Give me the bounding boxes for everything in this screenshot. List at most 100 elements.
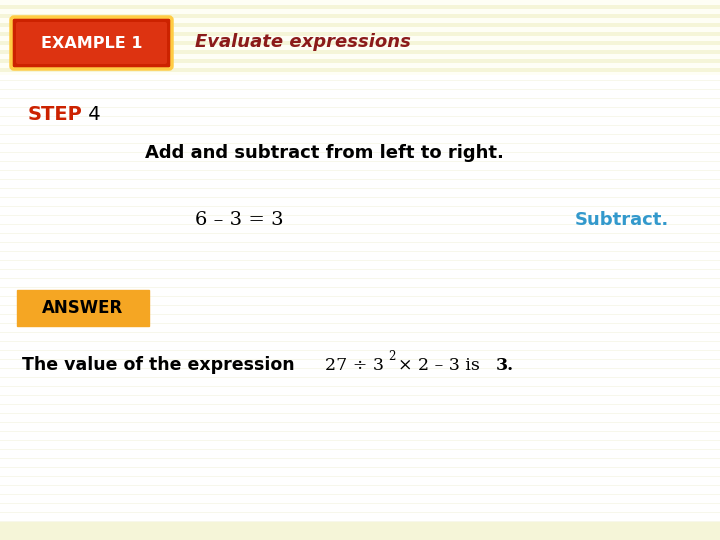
Bar: [0, 347, 720, 351]
Bar: [0, 359, 720, 360]
Bar: [0, 494, 720, 495]
Bar: [0, 188, 720, 189]
Bar: [0, 517, 720, 522]
Bar: [0, 261, 720, 266]
Bar: [0, 328, 720, 333]
Bar: [0, 89, 720, 90]
Bar: [0, 495, 720, 500]
Bar: [0, 459, 720, 463]
Bar: [0, 539, 720, 540]
Bar: [0, 441, 720, 445]
Bar: [0, 185, 720, 189]
Bar: [0, 171, 720, 176]
Bar: [0, 50, 720, 54]
Bar: [0, 301, 720, 306]
Bar: [0, 54, 720, 58]
Bar: [0, 90, 720, 94]
Bar: [0, 284, 720, 288]
Bar: [0, 131, 720, 135]
Bar: [0, 148, 720, 153]
Bar: [0, 436, 720, 441]
Bar: [0, 431, 720, 432]
Bar: [0, 446, 720, 450]
Bar: [0, 287, 720, 288]
Bar: [0, 266, 720, 270]
Bar: [0, 144, 720, 148]
Bar: [0, 179, 720, 180]
Bar: [0, 215, 720, 216]
Bar: [0, 40, 720, 45]
Bar: [0, 531, 720, 536]
Bar: [0, 116, 720, 117]
Bar: [0, 332, 720, 333]
Bar: [0, 260, 720, 261]
Bar: [0, 31, 720, 36]
Bar: [0, 404, 720, 405]
Bar: [0, 455, 720, 459]
Bar: [0, 63, 720, 68]
Text: STEP: STEP: [28, 105, 83, 125]
Bar: [0, 369, 720, 374]
Bar: [0, 467, 720, 468]
Bar: [0, 212, 720, 216]
Bar: [0, 521, 720, 522]
Bar: [0, 522, 720, 526]
Bar: [0, 450, 720, 455]
Bar: [0, 513, 720, 517]
Bar: [0, 243, 720, 247]
Bar: [0, 98, 720, 99]
Bar: [0, 161, 720, 162]
Bar: [0, 368, 720, 369]
Bar: [0, 418, 720, 423]
Bar: [0, 378, 720, 382]
Bar: [0, 310, 720, 315]
Bar: [0, 99, 720, 104]
Bar: [0, 333, 720, 338]
Bar: [0, 251, 720, 252]
Bar: [0, 413, 720, 414]
Bar: [0, 107, 720, 108]
Bar: [0, 247, 720, 252]
Bar: [0, 94, 720, 99]
Bar: [0, 80, 720, 81]
Bar: [0, 166, 720, 171]
Text: The value of the expression: The value of the expression: [22, 356, 301, 374]
Bar: [0, 323, 720, 324]
Bar: [0, 108, 720, 112]
Text: 2: 2: [388, 350, 395, 363]
Bar: [0, 440, 720, 441]
Bar: [0, 306, 720, 310]
Bar: [0, 230, 720, 234]
Bar: [0, 269, 720, 270]
Bar: [0, 158, 720, 162]
Bar: [0, 490, 720, 495]
Bar: [0, 432, 720, 436]
Bar: [0, 256, 720, 261]
Bar: [0, 134, 720, 135]
Bar: [0, 386, 720, 387]
Bar: [0, 350, 720, 351]
Bar: [0, 509, 720, 513]
Bar: [0, 197, 720, 198]
Bar: [0, 395, 720, 396]
Bar: [0, 392, 720, 396]
Bar: [0, 293, 720, 297]
Text: × 2 – 3 is: × 2 – 3 is: [398, 356, 485, 374]
Bar: [0, 122, 720, 126]
Bar: [0, 341, 720, 342]
Bar: [0, 234, 720, 239]
Bar: [0, 198, 720, 202]
Text: EXAMPLE 1: EXAMPLE 1: [41, 36, 143, 51]
Bar: [0, 297, 720, 301]
Text: 4: 4: [82, 105, 101, 125]
Bar: [0, 314, 720, 315]
Bar: [0, 77, 720, 81]
Bar: [0, 364, 720, 369]
Bar: [0, 320, 720, 324]
Bar: [0, 522, 720, 540]
Bar: [0, 252, 720, 256]
Bar: [0, 468, 720, 472]
Bar: [0, 274, 720, 279]
Bar: [0, 104, 720, 108]
Bar: [0, 288, 720, 293]
